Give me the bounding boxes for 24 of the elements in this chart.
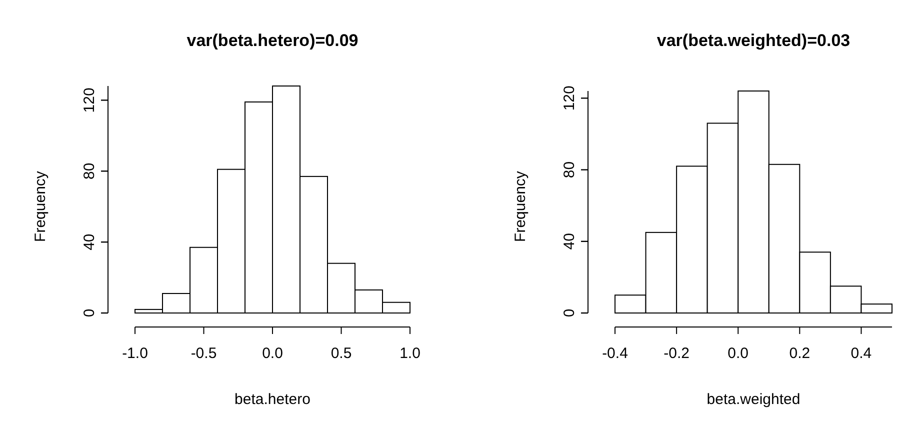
y-tick-label: 0 xyxy=(81,308,98,318)
y-tick-label: 120 xyxy=(81,88,98,113)
x-tick-label: -0.2 xyxy=(664,345,690,362)
x-tick-label: -1.0 xyxy=(122,345,148,362)
y-tick-label: 80 xyxy=(81,162,98,180)
x-tick-label: -0.5 xyxy=(190,345,217,362)
x-tick-label: 0.5 xyxy=(330,345,352,362)
x-tick-label: 0.0 xyxy=(728,345,749,362)
x-tick-label: -0.4 xyxy=(602,345,628,362)
y-axis-title: Frequency xyxy=(32,170,49,242)
chart-title: var(beta.weighted)=0.03 xyxy=(656,31,850,50)
x-axis-title: beta.weighted xyxy=(706,391,800,408)
x-tick-label: 0.2 xyxy=(789,345,810,362)
y-tick-label: 80 xyxy=(561,161,578,178)
x-axis-title: beta.hetero xyxy=(234,391,310,408)
y-tick-label: 40 xyxy=(561,233,578,250)
y-axis-title: Frequency xyxy=(512,170,529,242)
y-tick-label: 120 xyxy=(561,86,578,111)
x-tick-label: 0.0 xyxy=(262,345,283,362)
y-tick-label: 40 xyxy=(81,234,98,250)
x-tick-label: 0.4 xyxy=(850,345,872,362)
y-tick-label: 0 xyxy=(561,308,578,318)
chart-title: var(beta.hetero)=0.09 xyxy=(186,31,358,50)
x-tick-label: 1.0 xyxy=(400,345,420,362)
